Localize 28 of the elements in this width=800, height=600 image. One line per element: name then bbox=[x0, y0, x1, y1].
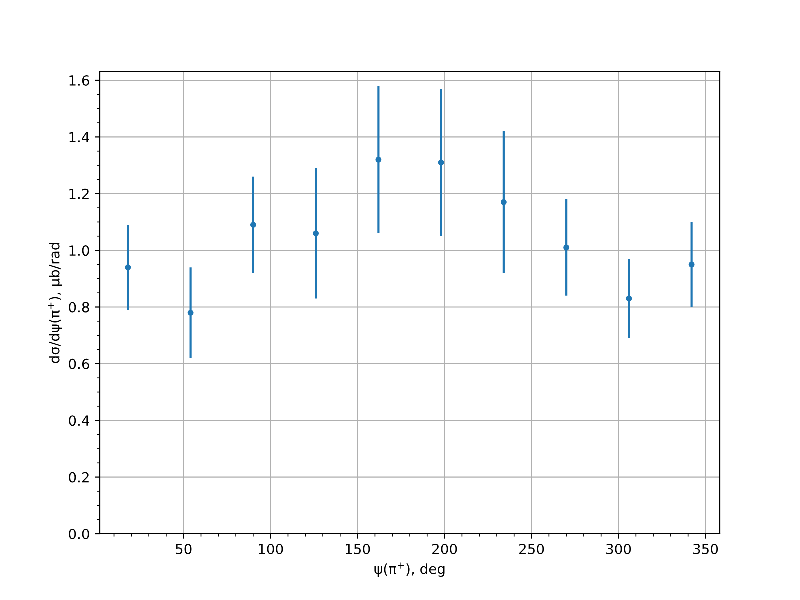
y-tick-label: 1.6 bbox=[70, 75, 90, 86]
x-axis-title: ψ(π$^{+}$), deg bbox=[374, 562, 445, 578]
y-tick-label: 0.0 bbox=[69, 528, 90, 540]
x-tick-label: 50 bbox=[176, 544, 192, 554]
point bbox=[688, 262, 695, 268]
point bbox=[626, 296, 632, 302]
point bbox=[188, 310, 194, 316]
point bbox=[564, 244, 570, 251]
y-tick-label: 0.4 bbox=[69, 416, 90, 426]
x-tick-label: 100 bbox=[259, 544, 284, 554]
y-tick-label: 0.2 bbox=[69, 472, 89, 483]
x-tick-label: 250 bbox=[520, 544, 544, 554]
x-tick-label: 300 bbox=[606, 544, 632, 554]
y-tick-label: 1.4 bbox=[70, 132, 90, 142]
point bbox=[313, 230, 320, 237]
y-tick-label: 1.0 bbox=[70, 246, 90, 256]
point bbox=[376, 156, 382, 163]
point bbox=[250, 222, 256, 228]
x-tick-label: 150 bbox=[346, 544, 370, 554]
point bbox=[500, 199, 507, 206]
y-axis-title: dσ/dψ(π$^{+}$), μb/rad bbox=[48, 243, 62, 364]
y-tick-label: 0.8 bbox=[69, 302, 90, 313]
y-tick-label: 1.2 bbox=[70, 188, 89, 200]
point bbox=[438, 160, 444, 166]
point bbox=[125, 264, 132, 271]
x-tick-label: 350 bbox=[694, 544, 718, 554]
y-tick-label: 0.6 bbox=[69, 358, 90, 370]
x-tick-label: 200 bbox=[432, 544, 458, 554]
